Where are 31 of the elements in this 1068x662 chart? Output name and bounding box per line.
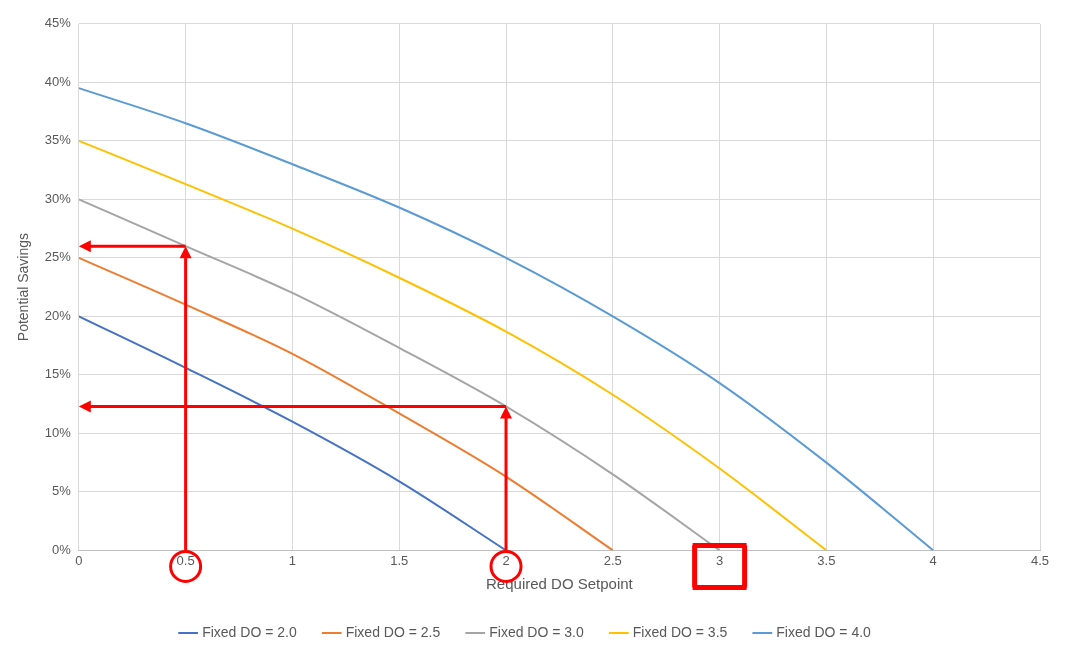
x-tick-label: 2.5 [603, 552, 622, 568]
y-tick-label: 5% [52, 483, 72, 499]
y-tick-label: 15% [44, 366, 72, 382]
x-tick-label: 1 [288, 552, 297, 568]
line-series [78, 256, 614, 551]
x-tick-label: 0.5 [176, 552, 195, 568]
y-tick-label: 20% [44, 307, 72, 323]
y-tick-label: 10% [44, 424, 72, 440]
x-tick-label: 2 [502, 552, 510, 568]
legend-label: Fixed DO = 3.0 [489, 623, 584, 640]
y-tick-label: 45% [44, 15, 72, 31]
x-tick-label: 3 [715, 552, 724, 568]
y-tick-label: 0% [52, 541, 72, 557]
x-tick-label: 0 [75, 552, 83, 568]
y-tick-label: 30% [44, 190, 72, 206]
legend-label: Fixed DO = 4.0 [776, 623, 872, 640]
x-tick-label: 1.5 [390, 552, 409, 568]
line-series [78, 139, 828, 551]
x-tick-label: 4 [929, 552, 937, 568]
y-tick-label: 25% [44, 249, 72, 265]
line-series [78, 198, 721, 551]
line-series [78, 87, 935, 551]
legend-label: Fixed DO = 2.5 [345, 623, 441, 640]
x-tick-label: 4.5 [1030, 552, 1050, 568]
y-axis-title: Potential Savings [15, 233, 32, 342]
x-axis-title: Required DO Setpoint [486, 575, 634, 593]
y-tick-label: 40% [44, 73, 72, 89]
legend-label: Fixed DO = 2.0 [202, 623, 297, 640]
x-tick-label: 3.5 [817, 552, 836, 568]
legend-label: Fixed DO = 3.5 [632, 623, 728, 640]
y-tick-label: 35% [44, 132, 72, 148]
